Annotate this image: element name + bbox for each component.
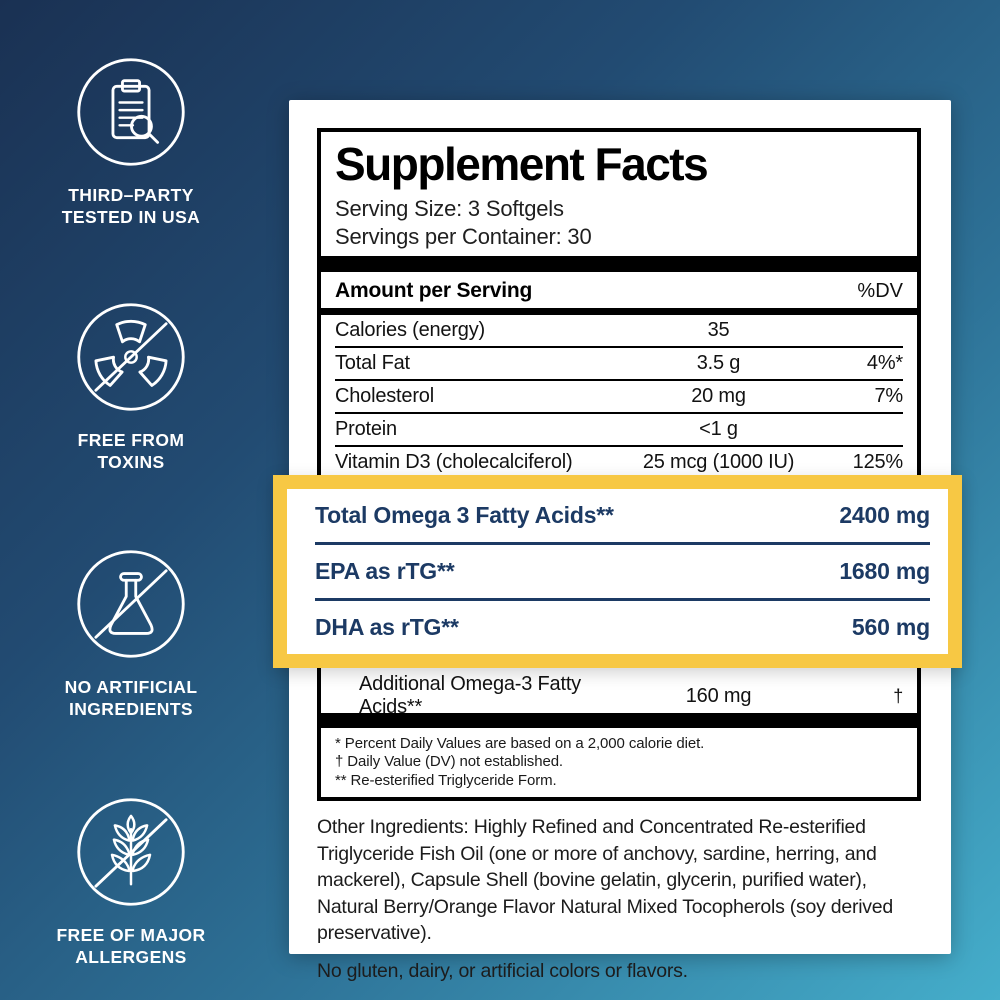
fact-row-vitamin-d3: Vitamin D3 (cholecalciferol) 25 mcg (100… xyxy=(335,447,903,478)
dv-header: %DV xyxy=(857,279,903,302)
fact-dv: 4%* xyxy=(866,351,903,374)
badge-label-line2: INGREDIENTS xyxy=(69,699,193,719)
highlight-name: EPA as rTG** xyxy=(315,558,455,584)
omega3-highlight-box: Total Omega 3 Fatty Acids** 2400 mg EPA … xyxy=(273,475,962,668)
fact-row-calories: Calories (energy) 35 xyxy=(335,315,903,348)
highlight-row-dha: DHA as rTG** 560 mg xyxy=(287,601,948,654)
fact-amount: 160 mg xyxy=(685,684,752,707)
badge-free-of-major-allergens: FREE OF MAJOR ALLERGENS xyxy=(21,795,241,968)
badge-free-from-toxins: FREE FROM TOXINS xyxy=(21,300,241,473)
fact-name: Calories (energy) xyxy=(335,318,485,341)
no-radiation-icon xyxy=(77,303,185,411)
fact-amount: <1 g xyxy=(699,417,738,440)
fact-amount: 25 mcg (1000 IU) xyxy=(642,450,795,473)
fact-dv: 125% xyxy=(852,450,904,473)
fact-name: Additional Omega-3 Fatty Acids** xyxy=(359,673,581,719)
badge-label: FREE OF MAJOR ALLERGENS xyxy=(21,924,241,968)
badge-label: THIRD–PARTY TESTED IN USA xyxy=(21,184,241,228)
clipboard-search-icon xyxy=(77,58,185,166)
supplement-facts-box: Supplement Facts Serving Size: 3 Softgel… xyxy=(317,128,921,802)
badge-label-line1: FREE FROM xyxy=(77,430,185,450)
highlight-row-epa: EPA as rTG** 1680 mg xyxy=(287,545,948,598)
supplement-facts-title: Supplement Facts xyxy=(335,138,709,190)
no-wheat-icon xyxy=(77,798,185,906)
fact-name: Vitamin D3 (cholecalciferol) xyxy=(335,450,573,473)
footnote-daily-values: * Percent Daily Values are based on a 2,… xyxy=(335,734,705,752)
badge-no-artificial-ingredients: NO ARTIFICIAL INGREDIENTS xyxy=(21,547,241,720)
highlight-row-total-omega3: Total Omega 3 Fatty Acids** 2400 mg xyxy=(287,489,948,542)
highlight-name: DHA as rTG** xyxy=(315,614,459,640)
fact-amount: 20 mg xyxy=(691,384,746,407)
highlight-amount: 2400 mg xyxy=(839,502,930,528)
no-flask-icon xyxy=(77,550,185,658)
divider-bar-bottom xyxy=(321,712,917,728)
fact-amount: 35 xyxy=(707,318,730,341)
highlight-separator xyxy=(315,542,930,545)
dietary-note: No gluten, dairy, or artificial colors o… xyxy=(317,959,688,982)
fact-dv: 7% xyxy=(874,384,903,407)
divider-bar-thick xyxy=(321,255,917,272)
badge-label-line1: THIRD–PARTY xyxy=(68,185,194,205)
badge-third-party-tested: THIRD–PARTY TESTED IN USA xyxy=(21,55,241,228)
highlight-name: Total Omega 3 Fatty Acids** xyxy=(315,502,614,528)
fact-row-additional-omega3: Additional Omega-3 Fatty Acids** 160 mg … xyxy=(335,673,903,718)
badge-label-line2: TESTED IN USA xyxy=(61,207,201,227)
badge-label: NO ARTIFICIAL INGREDIENTS xyxy=(21,676,241,720)
amount-per-serving-header: Amount per Serving xyxy=(335,278,533,302)
badge-label-line2: ALLERGENS xyxy=(75,947,187,967)
badge-label-line2: TOXINS xyxy=(97,452,165,472)
other-ingredients: Other Ingredients: Highly Refined and Co… xyxy=(317,816,893,945)
supplement-facts-panel: Supplement Facts Serving Size: 3 Softgel… xyxy=(273,100,962,982)
fact-row-cholesterol: Cholesterol 20 mg 7% xyxy=(335,381,903,414)
fact-row-protein: Protein <1 g xyxy=(335,414,903,447)
servings-per-container: Servings per Container: 30 xyxy=(335,223,592,249)
badge-label-line1: FREE OF MAJOR xyxy=(56,925,206,945)
badge-label: FREE FROM TOXINS xyxy=(21,429,241,473)
fact-row-total-fat: Total Fat 3.5 g 4%* xyxy=(335,348,903,381)
fact-name: Protein xyxy=(335,417,397,440)
fact-amount: 3.5 g xyxy=(696,351,741,374)
highlight-amount: 560 mg xyxy=(851,614,930,640)
highlight-separator xyxy=(315,598,930,601)
footnote-rtg-form: ** Re-esterified Triglyceride Form. xyxy=(335,771,557,789)
footnote-dv-not-established: † Daily Value (DV) not established. xyxy=(335,753,564,771)
divider-bar-medium xyxy=(321,307,917,315)
highlight-amount: 1680 mg xyxy=(839,558,930,584)
serving-size: Serving Size: 3 Softgels xyxy=(335,195,564,221)
facts-header-row: Amount per Serving %DV xyxy=(335,272,903,308)
fact-dv: † xyxy=(893,685,903,706)
footnotes: * Percent Daily Values are based on a 2,… xyxy=(335,728,903,798)
fact-name: Cholesterol xyxy=(335,384,434,407)
badge-label-line1: NO ARTIFICIAL xyxy=(64,677,198,697)
fact-name: Total Fat xyxy=(335,351,410,374)
